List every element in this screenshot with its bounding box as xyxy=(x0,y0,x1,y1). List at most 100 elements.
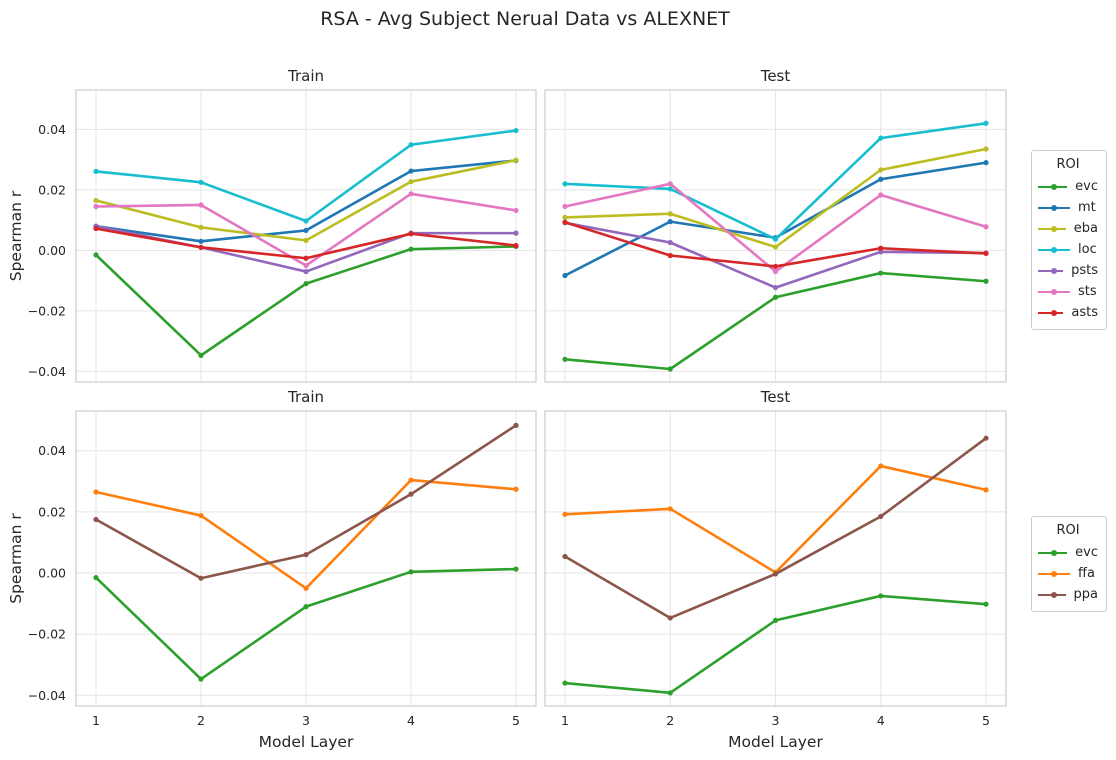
y-tick-label: 0.04 xyxy=(38,443,66,458)
legend-item-psts: psts xyxy=(1038,260,1098,281)
data-point-eba xyxy=(93,197,99,204)
data-point-asts xyxy=(303,255,309,261)
data-point-sts xyxy=(303,262,309,269)
data-point-sts xyxy=(667,181,673,187)
y-tick-label: 0.00 xyxy=(38,566,66,581)
legend-top: ROI evc mt eba loc psts sts asts xyxy=(1031,150,1107,330)
data-point-loc xyxy=(562,181,568,187)
legend-label: sts xyxy=(1078,284,1097,299)
panel-title: Train xyxy=(287,67,324,85)
x-axis-label: Model Layer xyxy=(728,733,823,751)
legend-title: ROI xyxy=(1056,157,1080,172)
panel-1: Train −0.04 −0.02 0.00 0.02 0.04 Spearman r xyxy=(7,67,537,383)
panel-2: Test xyxy=(544,67,1007,383)
data-point-asts xyxy=(562,219,568,225)
y-tick-label: −0.04 xyxy=(28,364,66,379)
data-point-evc xyxy=(198,352,204,358)
axes-frame xyxy=(75,410,537,707)
legend-swatch xyxy=(1038,266,1064,276)
x-tick-label: 4 xyxy=(877,713,885,728)
series-asts xyxy=(562,219,989,270)
series-evc xyxy=(562,593,989,696)
data-point-psts xyxy=(303,268,309,275)
data-point-asts xyxy=(513,242,519,249)
data-point-evc xyxy=(303,604,309,610)
legend-label: loc xyxy=(1078,242,1097,257)
data-point-sts xyxy=(772,268,779,275)
data-point-evc xyxy=(408,246,414,252)
y-tick-label: −0.04 xyxy=(28,688,66,703)
legend-item-ffa: ffa xyxy=(1038,563,1098,584)
data-point-loc xyxy=(93,168,99,174)
series-asts xyxy=(93,225,519,261)
x-tick-label: 5 xyxy=(512,713,520,728)
panel-title: Test xyxy=(760,67,791,85)
data-point-mt xyxy=(408,168,414,174)
x-tick-label: 5 xyxy=(982,713,990,728)
series-eba xyxy=(93,157,519,243)
legend-swatch xyxy=(1038,203,1070,213)
panel-3: Train −0.04 −0.02 0.00 0.02 0.04 1 2 3 4 5 Model La… xyxy=(7,388,537,751)
y-tick-label: 0.02 xyxy=(38,504,66,519)
data-point-evc xyxy=(772,617,779,624)
data-point-evc xyxy=(878,593,884,599)
data-point-ppa xyxy=(878,513,884,520)
data-point-ffa xyxy=(303,585,309,591)
data-point-evc xyxy=(513,566,519,572)
legend-item-sts: sts xyxy=(1038,281,1098,302)
data-point-loc xyxy=(408,142,414,148)
data-point-evc xyxy=(667,690,673,696)
legend-item-asts: asts xyxy=(1038,302,1098,323)
data-point-mt xyxy=(303,227,309,234)
data-point-ffa xyxy=(198,512,204,519)
data-point-ffa xyxy=(878,463,884,469)
axes-frame xyxy=(544,89,1007,383)
data-point-ffa xyxy=(667,506,673,512)
data-point-psts xyxy=(878,249,884,255)
data-point-ffa xyxy=(513,486,519,492)
y-tick-label: 0.04 xyxy=(38,122,66,137)
x-tick-label: 3 xyxy=(772,713,780,728)
data-point-ppa xyxy=(772,571,779,577)
data-point-sts xyxy=(562,203,568,210)
data-point-psts xyxy=(772,284,779,291)
data-point-sts xyxy=(93,203,99,210)
data-point-evc xyxy=(93,575,99,581)
data-point-ffa xyxy=(408,477,414,483)
data-point-ppa xyxy=(198,575,204,581)
data-point-sts xyxy=(983,224,989,230)
series-eba xyxy=(562,146,989,250)
data-point-loc xyxy=(983,120,989,126)
data-point-ppa xyxy=(408,491,414,497)
data-point-loc xyxy=(198,179,204,185)
data-point-loc xyxy=(667,186,673,192)
series-sts xyxy=(93,191,519,269)
series-evc xyxy=(93,243,519,358)
data-point-sts xyxy=(408,191,414,197)
legend-bottom: ROI evc ffa ppa xyxy=(1031,516,1107,612)
data-point-evc xyxy=(772,294,779,300)
data-point-eba xyxy=(513,157,519,163)
data-point-eba xyxy=(562,214,568,220)
data-point-asts xyxy=(772,263,779,270)
data-point-mt xyxy=(983,160,989,166)
series-evc xyxy=(93,566,519,682)
y-axis-label: Spearman r xyxy=(7,190,25,281)
data-point-mt xyxy=(667,219,673,225)
legend-swatch xyxy=(1038,569,1070,579)
data-point-sts xyxy=(513,207,519,214)
data-point-loc xyxy=(303,218,309,224)
data-point-ppa xyxy=(562,553,568,560)
data-point-eba xyxy=(667,211,673,217)
data-point-asts xyxy=(198,244,204,250)
data-point-sts xyxy=(198,202,204,208)
data-point-evc xyxy=(562,680,568,686)
legend-swatch xyxy=(1038,590,1066,600)
data-point-loc xyxy=(513,127,519,134)
x-tick-label: 3 xyxy=(302,713,310,728)
axes-frame xyxy=(75,89,537,383)
data-point-evc xyxy=(93,252,99,258)
x-axis-label: Model Layer xyxy=(259,733,354,751)
legend-item-mt: mt xyxy=(1038,197,1098,218)
